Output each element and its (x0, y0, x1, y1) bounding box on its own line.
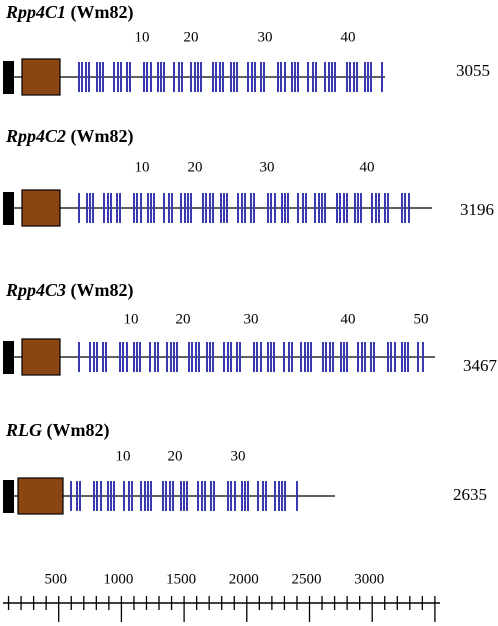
gene-length: 3055 (456, 61, 490, 80)
gene-title: Rpp4C3 (Wm82) (5, 280, 134, 301)
marker-label: 40 (360, 159, 375, 175)
scale-label: 1000 (103, 571, 133, 587)
black-box (3, 61, 14, 94)
marker-label: 50 (414, 311, 429, 327)
scale-label: 2500 (292, 571, 322, 587)
gene-name: Rpp4C2 (5, 126, 66, 146)
brown-box (21, 338, 61, 376)
marker-label: 30 (231, 448, 246, 464)
black-box (3, 192, 14, 225)
marker-label: 20 (168, 448, 183, 464)
black-box (3, 480, 14, 513)
gene-length: 3196 (460, 200, 494, 219)
scale-label: 2000 (229, 571, 259, 587)
marker-label: 30 (260, 159, 275, 175)
gene-length: 2635 (453, 485, 487, 504)
marker-label: 20 (188, 159, 203, 175)
marker-label: 40 (341, 29, 356, 45)
marker-label: 30 (244, 311, 259, 327)
marker-label: 10 (135, 29, 150, 45)
gene-name: Rpp4C3 (5, 280, 66, 300)
gene-title: RLG (Wm82) (5, 420, 109, 441)
gene-strain: (Wm82) (47, 420, 110, 441)
gene-title: Rpp4C2 (Wm82) (5, 126, 134, 147)
marker-label: 10 (124, 311, 139, 327)
brown-box (21, 189, 61, 227)
scale-label: 500 (44, 571, 67, 587)
scale-label: 1500 (166, 571, 196, 587)
gene-name: Rpp4C1 (5, 2, 66, 22)
marker-label: 20 (176, 311, 191, 327)
brown-box (17, 477, 64, 515)
scale-label: 3000 (354, 571, 384, 587)
gene-title: Rpp4C1 (Wm82) (5, 2, 134, 23)
brown-box (21, 58, 61, 96)
gene-strain: (Wm82) (71, 126, 134, 147)
marker-label: 40 (341, 311, 356, 327)
marker-label: 30 (258, 29, 273, 45)
gene-strain: (Wm82) (71, 280, 134, 301)
marker-label: 20 (184, 29, 199, 45)
gene-strain: (Wm82) (71, 2, 134, 23)
marker-label: 10 (116, 448, 131, 464)
gene-length: 3467 (463, 356, 498, 375)
gene-name: RLG (5, 420, 42, 440)
black-box (3, 341, 14, 374)
marker-label: 10 (135, 159, 150, 175)
